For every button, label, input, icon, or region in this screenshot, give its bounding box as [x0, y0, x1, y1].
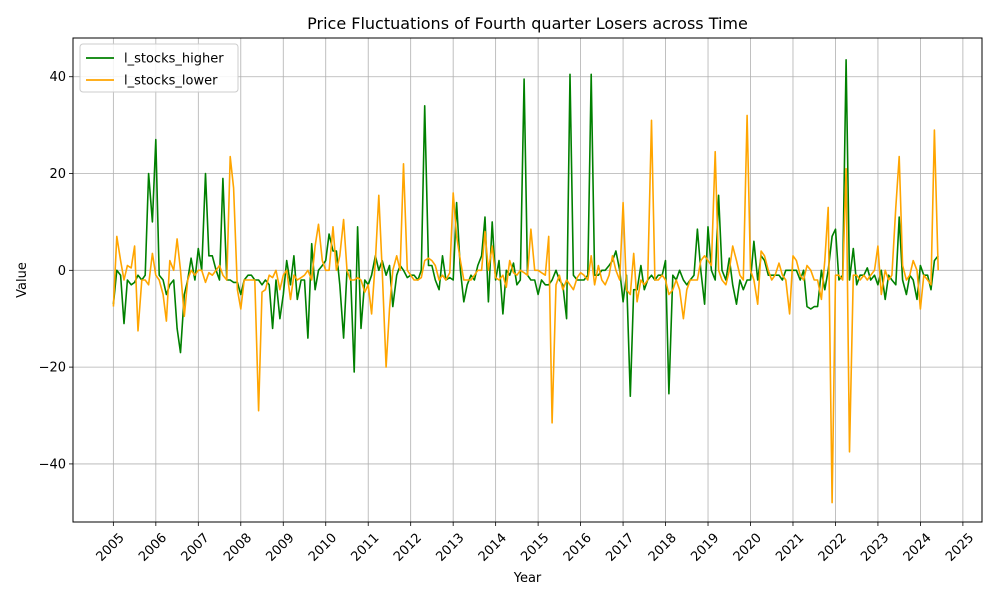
x-tick-label: 2019	[688, 531, 722, 565]
x-tick-label: 2014	[476, 531, 510, 565]
legend: l_stocks_higher l_stocks_lower	[79, 43, 239, 93]
legend-label: l_stocks_higher	[124, 52, 224, 67]
y-tick-label: −20	[39, 361, 66, 376]
y-tick-label: 0	[58, 264, 66, 279]
x-tick-label: 2017	[603, 531, 637, 565]
x-tick-label: 2023	[858, 531, 892, 565]
x-tick-label: 2020	[731, 531, 765, 565]
x-tick-label: 2006	[136, 531, 170, 565]
x-tick-label: 2018	[646, 531, 680, 565]
x-tick-label: 2008	[221, 531, 255, 565]
x-tick-label: 2012	[391, 531, 425, 565]
x-tick-label: 2007	[179, 531, 213, 565]
series-line-l_stocks_higher	[112, 58, 939, 398]
y-tick-label: −40	[39, 457, 66, 472]
y-tick-label: 40	[49, 70, 66, 85]
x-axis-title: Year	[513, 571, 542, 586]
legend-box	[79, 43, 239, 93]
x-tick-label: 2024	[901, 531, 935, 565]
legend-label: l_stocks_lower	[124, 74, 218, 89]
x-tick-label: 2005	[94, 531, 128, 565]
y-axis-title: Value	[15, 262, 30, 298]
x-tick-label: 2016	[561, 531, 595, 565]
x-tick-label: 2025	[943, 531, 977, 565]
x-tick-label: 2021	[773, 531, 807, 565]
x-axis: 2005 2006 2007 2008 2009 2010 2011 2012 2013 2014…	[94, 522, 977, 565]
x-tick-label: 2022	[816, 531, 850, 565]
x-tick-label: 2013	[433, 531, 467, 565]
chart-title: Price Fluctuations of Fourth quarter Los…	[307, 14, 748, 33]
x-tick-label: 2011	[348, 531, 382, 565]
series-group	[112, 58, 939, 504]
y-axis: −40 −20 0 20 40	[39, 70, 73, 472]
x-tick-label: 2015	[518, 531, 552, 565]
plot-frame	[72, 37, 983, 523]
x-tick-label: 2010	[306, 531, 340, 565]
x-tick-label: 2009	[264, 531, 298, 565]
series-line-l_stocks_lower	[112, 114, 939, 504]
y-tick-label: 20	[49, 167, 66, 182]
